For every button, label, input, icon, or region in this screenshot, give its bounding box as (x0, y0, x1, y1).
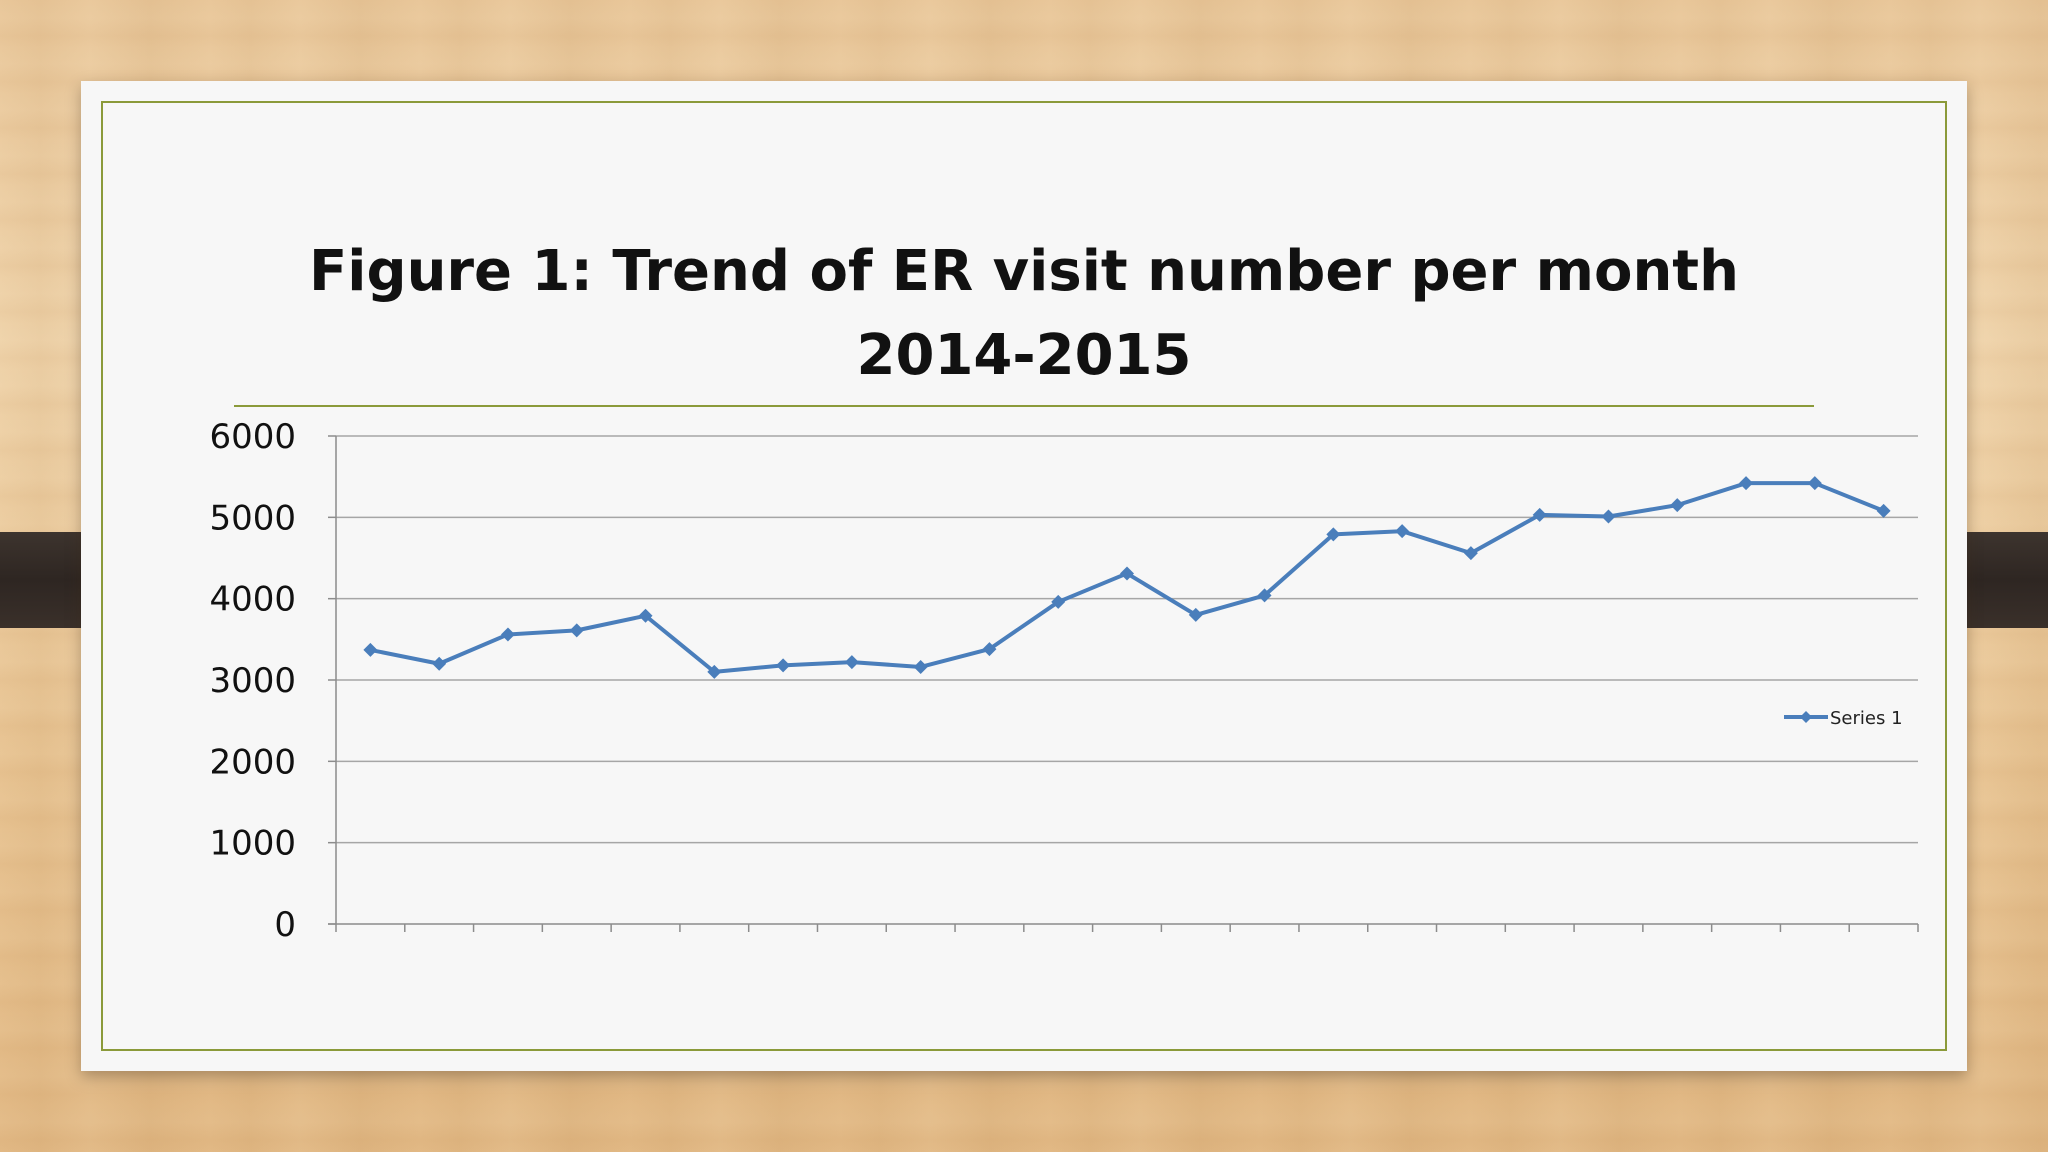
data-point (1807, 476, 1822, 491)
legend[interactable]: Series 1 (1784, 708, 1903, 729)
slide-card (81, 81, 1967, 1071)
y-tick-label: 1000 (209, 824, 296, 864)
data-point (363, 642, 378, 657)
data-point (982, 642, 997, 657)
data-point (1395, 524, 1410, 539)
slide-border (101, 101, 1947, 1051)
data-point (1739, 476, 1754, 491)
data-point (844, 655, 859, 670)
y-tick-label: 0 (274, 905, 296, 945)
data-point (776, 658, 791, 673)
data-point (1876, 503, 1891, 518)
data-point (1188, 607, 1203, 622)
data-point (638, 608, 653, 623)
data-point (1463, 546, 1478, 561)
data-point (1670, 498, 1685, 513)
y-tick-label: 4000 (209, 580, 296, 620)
gridlines (336, 435, 1918, 844)
series-layer (363, 476, 1891, 679)
y-tick-label: 5000 (209, 498, 296, 538)
data-point (432, 656, 447, 671)
legend-marker-swatch (1800, 711, 1812, 723)
data-point (1120, 566, 1134, 581)
data-point (1051, 594, 1066, 609)
data-point (569, 623, 584, 638)
axes (328, 435, 1919, 932)
chart-title-line-1: Figure 1: Trend of ER visit number per m… (309, 239, 1739, 304)
data-point (500, 627, 515, 642)
data-point (913, 659, 928, 674)
y-tick-labels: 0 1000 2000 3000 4000 5000 6000 (209, 417, 296, 945)
chart-title-line-2: 2014-2015 (856, 323, 1192, 388)
y-tick-label: 6000 (209, 417, 296, 457)
data-point (1532, 507, 1547, 522)
data-point (1601, 509, 1616, 524)
title-underline (234, 405, 1814, 407)
legend-entry-series-1: Series 1 (1830, 708, 1903, 729)
data-point (1257, 588, 1272, 603)
y-tick-label: 2000 (209, 742, 296, 782)
y-tick-label: 3000 (209, 661, 296, 701)
data-point (707, 664, 722, 679)
data-point (1326, 527, 1341, 542)
chart-title: Figure 1: Trend of ER visit number per m… (260, 230, 1788, 398)
